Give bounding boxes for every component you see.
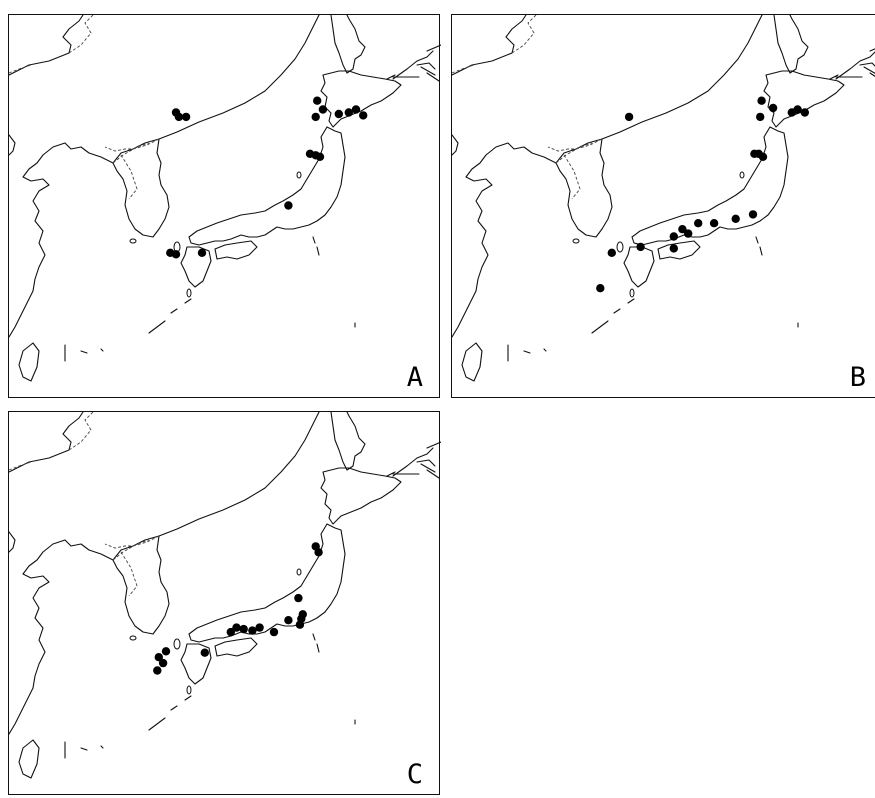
site-marker xyxy=(596,284,605,293)
map-panel-b: B xyxy=(451,14,875,398)
site-markers xyxy=(153,542,323,675)
site-marker xyxy=(731,214,740,223)
site-marker xyxy=(311,112,320,122)
site-marker xyxy=(153,666,162,675)
site-marker xyxy=(248,626,257,635)
site-marker xyxy=(694,219,703,228)
site-marker xyxy=(295,620,305,629)
site-marker xyxy=(255,623,264,632)
map-svg xyxy=(9,412,441,779)
site-marker xyxy=(284,616,293,625)
site-marker xyxy=(768,103,778,113)
site-marker xyxy=(669,232,678,241)
site-marker xyxy=(226,627,235,637)
site-marker xyxy=(359,111,368,120)
panel-label: A xyxy=(406,362,423,393)
site-marker xyxy=(171,250,181,259)
site-marker xyxy=(793,105,802,114)
site-marker xyxy=(636,242,645,252)
panel-label: B xyxy=(849,362,866,393)
site-marker xyxy=(800,108,809,117)
site-marker xyxy=(181,112,191,122)
panel-label: C xyxy=(406,759,423,790)
site-marker xyxy=(669,244,678,253)
site-marker xyxy=(684,229,693,238)
site-marker xyxy=(158,658,168,668)
map-panel-c: C xyxy=(8,411,441,795)
site-marker xyxy=(758,152,768,161)
site-marker xyxy=(315,152,325,161)
site-marker xyxy=(161,647,171,656)
site-marker xyxy=(284,201,293,210)
site-marker xyxy=(607,248,616,257)
site-marker xyxy=(269,627,279,637)
site-marker xyxy=(239,624,248,634)
site-marker xyxy=(351,105,361,114)
site-marker xyxy=(294,593,303,603)
map-svg xyxy=(9,15,441,382)
map-panel-a: A xyxy=(8,14,441,398)
site-marker xyxy=(757,96,766,105)
map-svg xyxy=(452,15,875,382)
site-marker xyxy=(232,623,241,632)
site-marker xyxy=(624,112,634,122)
site-marker xyxy=(154,653,163,662)
site-marker xyxy=(197,248,207,257)
site-marker xyxy=(318,105,328,114)
site-marker xyxy=(344,108,353,117)
site-marker xyxy=(174,112,184,122)
site-marker xyxy=(334,109,343,119)
site-marker xyxy=(709,219,719,228)
site-marker xyxy=(756,112,765,122)
site-markers xyxy=(166,96,368,259)
site-marker xyxy=(200,648,209,657)
site-marker xyxy=(314,548,323,557)
site-markers xyxy=(596,96,809,293)
site-marker xyxy=(748,210,758,219)
site-marker xyxy=(678,225,687,234)
site-marker xyxy=(313,96,322,105)
